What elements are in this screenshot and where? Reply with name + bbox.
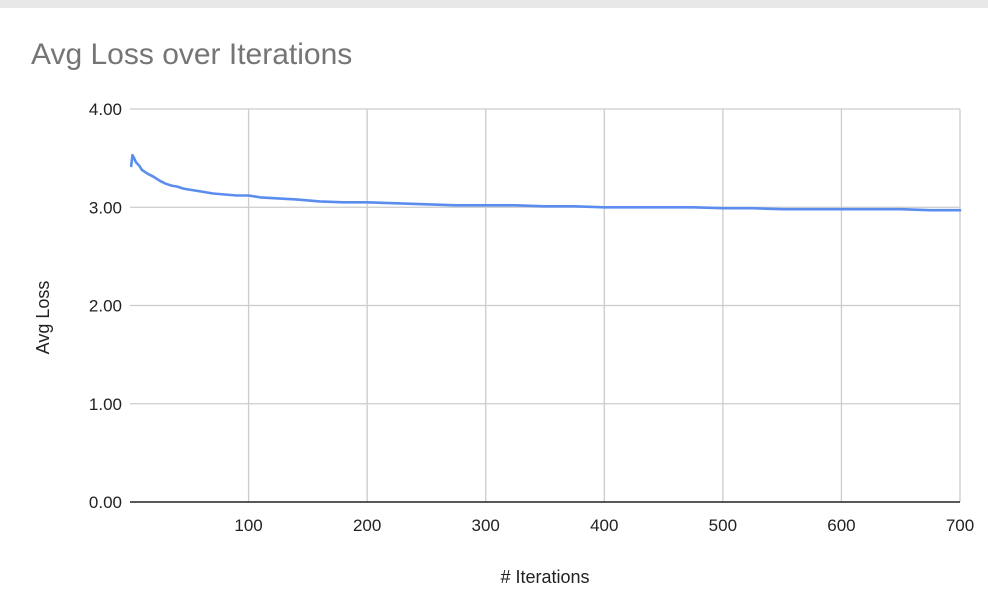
series-line — [129, 153, 962, 212]
x-tick-label: 100 — [234, 516, 262, 535]
grid — [130, 108, 961, 502]
x-tick-label: 400 — [590, 516, 618, 535]
series — [129, 153, 962, 212]
y-tick-label: 2.00 — [89, 297, 122, 316]
x-tick-label: 500 — [709, 516, 737, 535]
y-tick-labels: 0.00 1.00 2.00 3.00 4.00 — [89, 100, 122, 512]
y-tick-label: 1.00 — [89, 395, 122, 414]
x-axis-title: # Iterations — [500, 567, 589, 587]
x-tick-label: 200 — [353, 516, 381, 535]
chart-title: Avg Loss over Iterations — [31, 38, 353, 71]
y-tick-label: 0.00 — [89, 493, 122, 512]
y-tick-label: 4.00 — [89, 100, 122, 119]
x-tick-label: 700 — [946, 516, 974, 535]
x-tick-labels: 100 200 300 400 500 600 700 — [234, 516, 974, 535]
y-axis-title: Avg Loss — [33, 281, 53, 355]
x-tick-label: 300 — [472, 516, 500, 535]
y-tick-label: 3.00 — [89, 198, 122, 217]
x-tick-label: 600 — [827, 516, 855, 535]
